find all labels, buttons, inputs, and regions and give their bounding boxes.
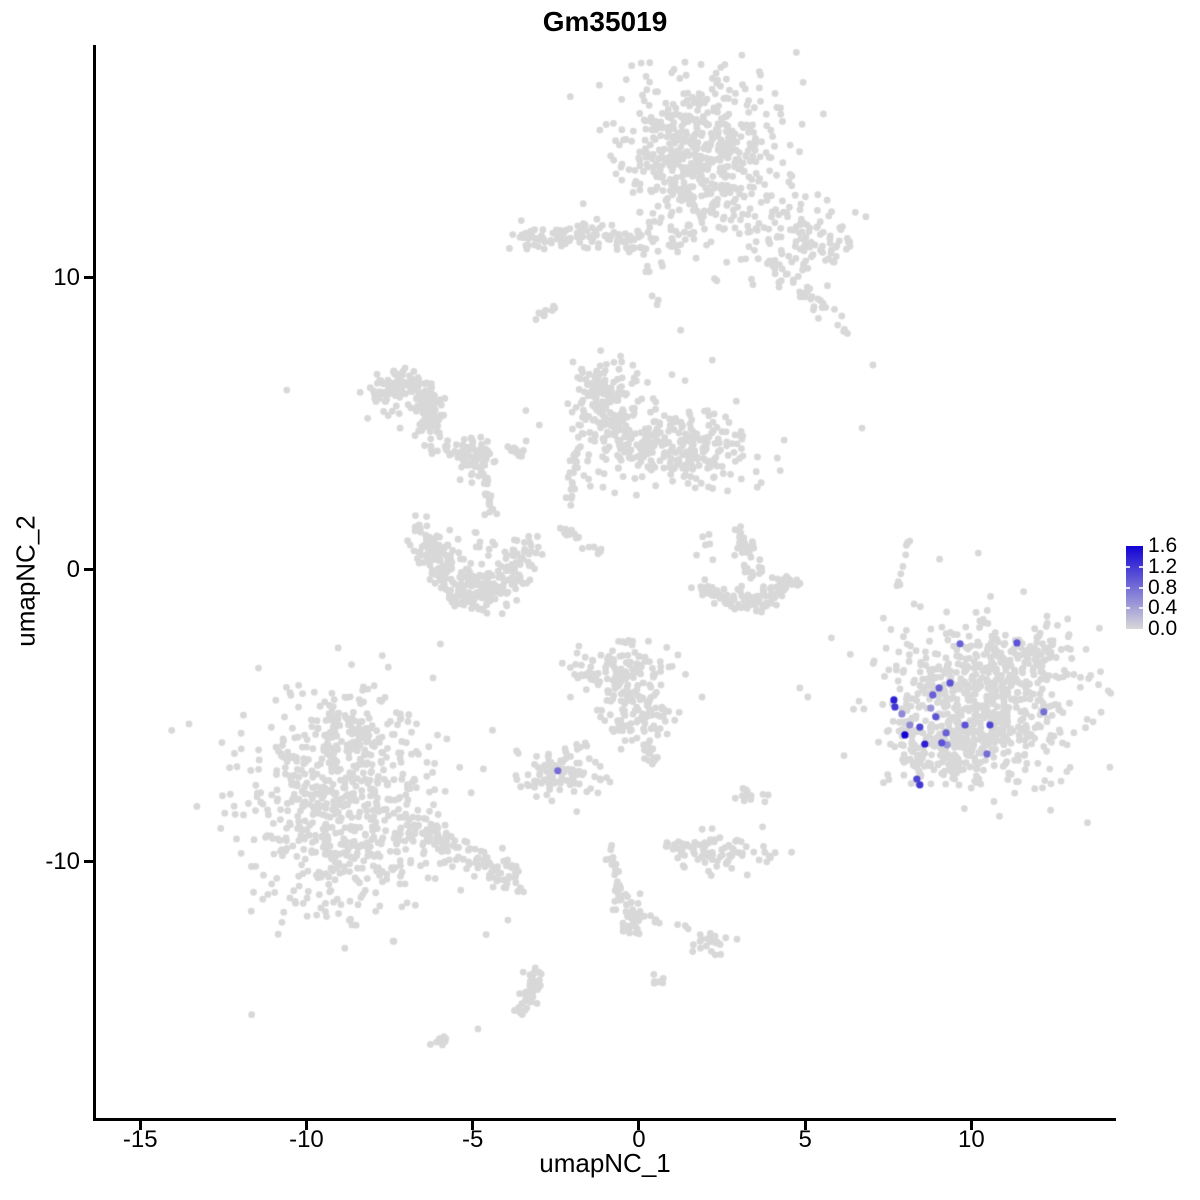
y-axis-line: [93, 45, 96, 1121]
x-axis-tick: [969, 1121, 973, 1130]
y-tick-label: 10: [53, 263, 80, 291]
y-tick-label: -10: [45, 847, 80, 875]
x-tick-label: 5: [798, 1126, 812, 1153]
colorbar-tick-label: 1.2: [1148, 554, 1178, 578]
x-axis-tick: [803, 1121, 807, 1130]
x-axis-tick: [304, 1121, 308, 1130]
x-tick-label: -5: [462, 1126, 484, 1153]
colorbar-tick-label: 0.8: [1148, 575, 1178, 599]
x-tick-label: -15: [122, 1126, 158, 1153]
colorbar-tick-label: 0.0: [1148, 617, 1178, 640]
colorbar-tick: [1139, 607, 1143, 610]
y-axis-tick: [84, 860, 93, 864]
plot-title: Gm35019: [542, 6, 668, 37]
x-tick-label: -10: [289, 1126, 324, 1153]
x-axis-tick: [138, 1121, 142, 1130]
colorbar-tick: [1126, 607, 1130, 610]
colorbar-tick: [1139, 586, 1143, 589]
colorbar-gradient: [1126, 546, 1143, 629]
x-axis-title: umapNC_1: [539, 1148, 671, 1178]
x-axis-tick: [637, 1121, 641, 1130]
x-tick-label: 0: [632, 1126, 646, 1153]
x-axis-tick: [471, 1121, 475, 1130]
colorbar-tick: [1139, 565, 1143, 568]
y-tick-label: 0: [66, 555, 80, 583]
colorbar-tick-label: 0.4: [1148, 596, 1178, 620]
y-axis-tick: [84, 276, 93, 280]
y-axis-title: umapNC_2: [10, 515, 41, 647]
x-tick-label: 10: [958, 1126, 985, 1153]
y-axis-tick: [84, 568, 93, 572]
x-axis-line: [93, 1118, 1116, 1121]
colorbar-tick-label: 1.6: [1148, 534, 1178, 557]
colorbar-tick: [1126, 586, 1130, 589]
colorbar-tick: [1126, 565, 1130, 568]
